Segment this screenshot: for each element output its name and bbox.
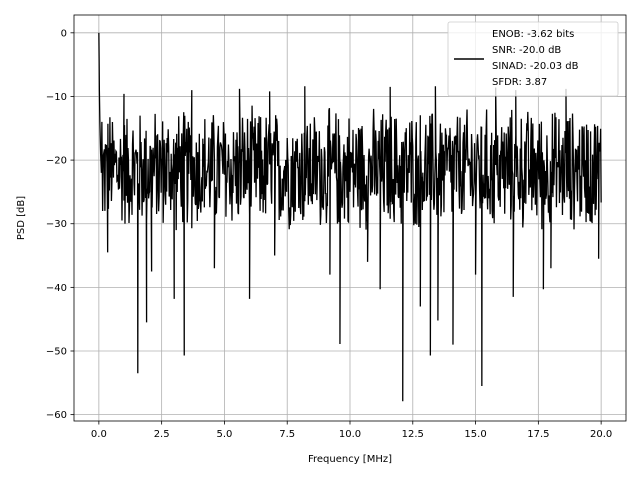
y-tick-label: −60 xyxy=(46,410,67,421)
y-axis-label: PSD [dB] xyxy=(16,196,27,240)
y-axis-ticks: 0 −10 −20 −30 −40 −50 −60 xyxy=(46,28,74,421)
x-tick-label: 12.5 xyxy=(402,429,424,440)
x-axis-ticks: 0.0 2.5 5.0 7.5 10.0 12.5 15.0 17.5 20.0 xyxy=(91,421,612,440)
legend-text-line-3: SINAD: -20.03 dB xyxy=(492,61,579,72)
x-axis-label: Frequency [MHz] xyxy=(308,454,392,465)
x-tick-label: 15.0 xyxy=(464,429,486,440)
psd-series-line xyxy=(98,32,602,402)
plot-area xyxy=(98,32,602,402)
y-tick-label: −40 xyxy=(46,283,67,294)
y-tick-label: 0 xyxy=(61,28,67,39)
legend-text-line-2: SNR: -20.0 dB xyxy=(492,45,561,56)
x-tick-label: 2.5 xyxy=(154,429,170,440)
x-tick-label: 10.0 xyxy=(339,429,361,440)
legend-text-line-1: ENOB: -3.62 bits xyxy=(492,29,574,40)
legend-text-line-4: SFDR: 3.87 xyxy=(492,77,547,88)
legend-box xyxy=(447,21,619,97)
y-tick-label: −10 xyxy=(46,92,67,103)
x-tick-label: 20.0 xyxy=(590,429,612,440)
x-tick-label: 17.5 xyxy=(527,429,549,440)
legend: ENOB: -3.62 bits SNR: -20.0 dB SINAD: -2… xyxy=(447,21,619,97)
x-tick-label: 5.0 xyxy=(216,429,232,440)
y-tick-label: −30 xyxy=(46,219,67,230)
y-tick-label: −20 xyxy=(46,156,67,167)
y-tick-label: −50 xyxy=(46,347,67,358)
x-tick-label: 7.5 xyxy=(279,429,295,440)
x-tick-label: 0.0 xyxy=(91,429,107,440)
